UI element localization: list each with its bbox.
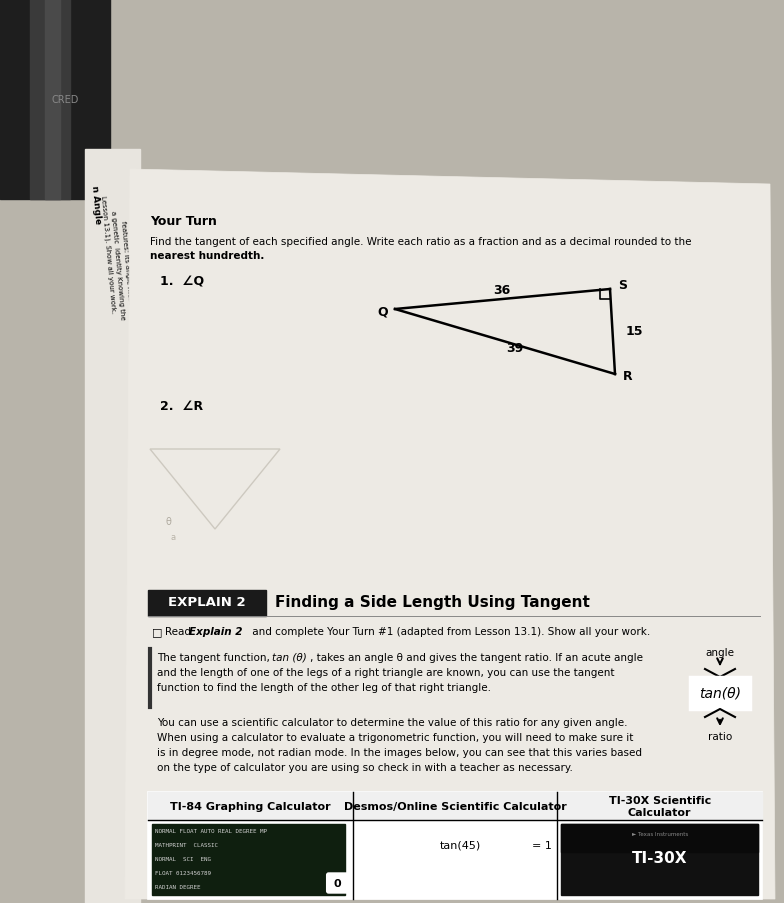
Text: Read: Read xyxy=(165,627,194,637)
Text: The tangent function,: The tangent function, xyxy=(157,652,273,662)
Text: tan(θ): tan(θ) xyxy=(699,686,741,700)
Bar xyxy=(557,792,762,820)
Text: NORMAL FLOAT AUTO REAL DEGREE MP: NORMAL FLOAT AUTO REAL DEGREE MP xyxy=(155,828,267,833)
Text: When using a calculator to evaluate a trigonometric function, you will need to m: When using a calculator to evaluate a tr… xyxy=(157,732,633,742)
Text: Lesson 13.1). Show all your work.: Lesson 13.1). Show all your work. xyxy=(100,195,117,313)
Text: n Angle: n Angle xyxy=(90,185,103,224)
Polygon shape xyxy=(125,170,775,899)
Bar xyxy=(45,0,60,200)
Text: TI-30X: TI-30X xyxy=(632,851,688,866)
FancyBboxPatch shape xyxy=(327,873,349,893)
Text: NORMAL  SCI  ENG: NORMAL SCI ENG xyxy=(155,856,211,861)
Text: S: S xyxy=(618,279,627,293)
Bar xyxy=(353,792,557,820)
Bar xyxy=(561,824,758,852)
Text: = 1: = 1 xyxy=(532,840,552,850)
Bar xyxy=(85,150,140,903)
Text: and the length of one of the legs of a right triangle are known, you can use the: and the length of one of the legs of a r… xyxy=(157,667,615,677)
Text: nearest hundredth.: nearest hundredth. xyxy=(150,251,264,261)
Bar xyxy=(148,792,762,899)
Text: Q: Q xyxy=(377,305,387,318)
Text: TI-84 Graphing Calculator: TI-84 Graphing Calculator xyxy=(170,801,331,811)
Text: function to find the length of the other leg of that right triangle.: function to find the length of the other… xyxy=(157,683,491,693)
Text: on the type of calculator you are using so check in with a teacher as necessary.: on the type of calculator you are using … xyxy=(157,762,573,772)
Text: 2.  ∠R: 2. ∠R xyxy=(160,399,203,413)
Text: , takes an angle θ and gives the tangent ratio. If an acute angle: , takes an angle θ and gives the tangent… xyxy=(310,652,643,662)
Text: Your Turn: Your Turn xyxy=(150,215,217,228)
Text: ► Texas Instruments: ► Texas Instruments xyxy=(632,832,688,836)
Text: and complete Your Turn #1 (adapted from Lesson 13.1). Show all your work.: and complete Your Turn #1 (adapted from … xyxy=(249,627,650,637)
Text: a genetic  identity Knowing the: a genetic identity Knowing the xyxy=(110,209,125,320)
Text: tan(45): tan(45) xyxy=(440,840,481,850)
Text: 36: 36 xyxy=(493,284,510,297)
Text: MATHPRINT  CLASSIC: MATHPRINT CLASSIC xyxy=(155,842,218,847)
Bar xyxy=(148,591,266,617)
Text: Find the tangent of each specified angle. Write each ratio as a fraction and as : Find the tangent of each specified angle… xyxy=(150,237,691,247)
Text: 0: 0 xyxy=(334,878,342,888)
Text: angle: angle xyxy=(706,647,735,657)
Text: ratio: ratio xyxy=(708,731,732,741)
Text: 1.  ∠Q: 1. ∠Q xyxy=(160,275,204,288)
Text: is in degree mode, not radian mode. In the images below, you can see that this v: is in degree mode, not radian mode. In t… xyxy=(157,747,642,757)
Text: Explain 2: Explain 2 xyxy=(189,627,242,637)
Text: a: a xyxy=(170,533,175,542)
Text: □: □ xyxy=(152,627,162,637)
Text: CRED: CRED xyxy=(51,95,78,105)
Bar xyxy=(0,0,110,200)
Bar xyxy=(561,824,758,895)
Text: 15: 15 xyxy=(626,325,644,338)
Bar xyxy=(30,0,70,200)
Bar xyxy=(148,792,353,820)
Bar xyxy=(690,677,750,709)
Ellipse shape xyxy=(439,870,471,892)
Text: You can use a scientific calculator to determine the value of this ratio for any: You can use a scientific calculator to d… xyxy=(157,717,627,727)
Text: FLOAT 0123456789: FLOAT 0123456789 xyxy=(155,870,211,875)
Text: 39: 39 xyxy=(506,341,524,355)
Text: EXPLAIN 2: EXPLAIN 2 xyxy=(169,596,246,609)
Text: TI-30X Scientific
Calculator: TI-30X Scientific Calculator xyxy=(608,796,711,817)
Text: Desmos/Online Scientific Calculator: Desmos/Online Scientific Calculator xyxy=(343,801,566,811)
Text: tan (θ): tan (θ) xyxy=(272,652,307,662)
Bar xyxy=(152,824,345,895)
Text: features: its angle measures: features: its angle measures xyxy=(120,219,135,320)
Text: RADIAN DEGREE: RADIAN DEGREE xyxy=(155,884,201,889)
Text: θ: θ xyxy=(165,517,171,526)
Text: R: R xyxy=(623,370,633,383)
Text: Finding a Side Length Using Tangent: Finding a Side Length Using Tangent xyxy=(275,595,590,610)
